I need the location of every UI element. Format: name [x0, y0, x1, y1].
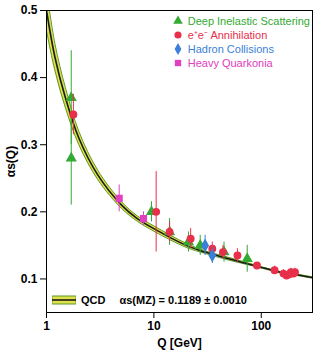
svg-text:αs(Q): αs(Q) — [4, 146, 18, 177]
svg-text:0.4: 0.4 — [21, 70, 38, 84]
html-text:e⁺e⁻ Annihilation: e⁺e⁻ Annihilation — [187, 29, 268, 41]
html-text:Deep Inelastic Scattering: Deep Inelastic Scattering — [187, 15, 310, 27]
html-text:Hadron Collisions: Hadron Collisions — [187, 43, 274, 55]
html-text:αs(MZ) = 0.1189 ± 0.0010: αs(MZ) = 0.1189 ± 0.0010 — [119, 294, 247, 306]
svg-text:Q [GeV]: Q [GeV] — [157, 336, 202, 350]
html-text:QCD: QCD — [81, 294, 106, 306]
svg-text:100: 100 — [251, 319, 271, 333]
svg-text:1: 1 — [43, 319, 50, 333]
html-text:Heavy Quarkonia: Heavy Quarkonia — [187, 57, 273, 69]
svg-text:10: 10 — [147, 319, 161, 333]
svg-text:0.1: 0.1 — [21, 272, 38, 286]
svg-text:0.2: 0.2 — [21, 205, 38, 219]
svg-text:0.3: 0.3 — [21, 138, 38, 152]
svg-text:0.5: 0.5 — [21, 3, 38, 17]
